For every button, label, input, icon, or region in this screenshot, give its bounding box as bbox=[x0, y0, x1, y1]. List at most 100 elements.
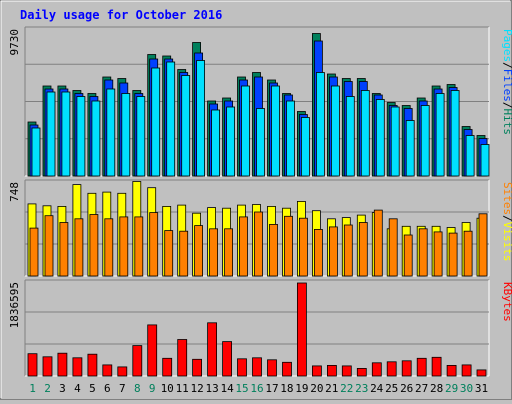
x-label-day-5: 5 bbox=[89, 382, 96, 395]
legend-hits-files-pages: Pages/Files/Hits bbox=[501, 29, 512, 135]
bar-kbytes-day-2 bbox=[42, 356, 53, 377]
bar-kbytes-day-27 bbox=[416, 357, 427, 377]
x-label-day-12: 12 bbox=[190, 382, 203, 395]
bar-sites-day-5 bbox=[89, 214, 99, 277]
legend-entry: Sites bbox=[501, 182, 512, 215]
bar-kbytes-day-10 bbox=[162, 357, 173, 377]
bar-kbytes-day-31 bbox=[476, 369, 487, 377]
x-label-day-9: 9 bbox=[149, 382, 156, 395]
bar-kbytes-day-20 bbox=[311, 365, 322, 377]
bar-kbytes-day-23 bbox=[356, 367, 367, 377]
bar-pages-day-25 bbox=[390, 106, 400, 177]
bar-kbytes-day-6 bbox=[102, 364, 113, 377]
bar-pages-day-23 bbox=[360, 90, 370, 177]
legend-entry: KBytes bbox=[501, 282, 512, 322]
x-label-day-16: 16 bbox=[250, 382, 263, 395]
bar-sites-day-13 bbox=[209, 228, 219, 277]
bar-sites-day-29 bbox=[448, 232, 458, 277]
chart-title: Daily usage for October 2016 bbox=[20, 8, 222, 22]
legend-entry: / bbox=[501, 102, 512, 109]
bar-sites-day-26 bbox=[403, 234, 413, 277]
bar-sites-day-31 bbox=[478, 213, 488, 277]
bar-sites-day-6 bbox=[104, 218, 114, 277]
bar-pages-day-5 bbox=[91, 100, 101, 177]
bar-pages-day-28 bbox=[435, 93, 445, 177]
chart-panels: 9730Pages/Files/Hits748Sites/Visits18365… bbox=[8, 26, 512, 377]
bar-sites-day-7 bbox=[119, 216, 129, 277]
x-label-day-26: 26 bbox=[400, 382, 413, 395]
bar-kbytes-day-12 bbox=[192, 358, 203, 377]
x-label-day-17: 17 bbox=[265, 382, 278, 395]
bar-kbytes-day-21 bbox=[326, 364, 337, 377]
bar-pages-day-6 bbox=[106, 88, 116, 177]
x-label-day-8: 8 bbox=[134, 382, 141, 395]
bar-pages-day-20 bbox=[315, 72, 325, 177]
bar-kbytes-day-17 bbox=[267, 359, 277, 377]
bar-kbytes-day-13 bbox=[207, 322, 218, 377]
bar-pages-day-31 bbox=[480, 144, 490, 177]
bar-pages-day-8 bbox=[136, 96, 146, 177]
bar-kbytes-day-15 bbox=[237, 358, 247, 377]
bar-sites-day-22 bbox=[343, 224, 353, 277]
bar-pages-day-27 bbox=[420, 105, 430, 177]
bar-pages-day-10 bbox=[166, 61, 176, 177]
x-label-day-19: 19 bbox=[295, 382, 308, 395]
bar-sites-day-28 bbox=[433, 231, 443, 277]
bar-kbytes-day-24 bbox=[371, 362, 382, 377]
y-max-label: 9730 bbox=[8, 29, 21, 56]
bar-kbytes-day-1 bbox=[27, 353, 38, 377]
bar-pages-day-19 bbox=[300, 117, 310, 177]
legend-entry: Hits bbox=[501, 109, 512, 136]
bar-kbytes-day-30 bbox=[461, 364, 472, 377]
bar-kbytes-day-4 bbox=[72, 357, 83, 377]
bar-pages-day-18 bbox=[286, 100, 295, 177]
x-label-day-29: 29 bbox=[445, 382, 458, 395]
bar-kbytes-day-8 bbox=[132, 345, 143, 377]
bar-kbytes-day-19 bbox=[296, 282, 307, 377]
x-label-day-20: 20 bbox=[310, 382, 323, 395]
bar-sites-day-16 bbox=[254, 211, 263, 277]
bar-kbytes-day-29 bbox=[446, 364, 457, 377]
x-label-day-18: 18 bbox=[280, 382, 293, 395]
x-label-day-2: 2 bbox=[44, 382, 51, 395]
bar-sites-day-11 bbox=[179, 230, 189, 277]
legend-entry: / bbox=[501, 215, 512, 222]
bar-pages-day-7 bbox=[121, 93, 131, 177]
x-label-day-13: 13 bbox=[205, 382, 218, 395]
bar-sites-day-3 bbox=[59, 222, 69, 277]
x-label-day-31: 31 bbox=[475, 382, 488, 395]
bar-pages-day-16 bbox=[256, 108, 265, 177]
bar-sites-day-27 bbox=[418, 228, 428, 277]
x-label-day-23: 23 bbox=[355, 382, 368, 395]
bar-pages-day-22 bbox=[345, 96, 355, 177]
bar-pages-day-26 bbox=[405, 120, 415, 177]
legend-entry: / bbox=[501, 62, 512, 69]
bar-kbytes-day-28 bbox=[431, 356, 442, 377]
bar-sites-day-15 bbox=[239, 216, 248, 277]
bar-kbytes-day-9 bbox=[147, 324, 158, 377]
bar-sites-day-23 bbox=[358, 222, 368, 277]
bar-sites-day-1 bbox=[29, 227, 39, 277]
x-axis-day-labels: 1 2 3 4 5 6 7 8 9 10 11 12 13 14 15 16 17 18 19 20 21 22 23 24 2… bbox=[29, 382, 488, 395]
bar-kbytes-day-26 bbox=[401, 360, 412, 377]
bar-kbytes-day-11 bbox=[177, 339, 188, 377]
legend-entry: Files bbox=[501, 69, 512, 102]
x-label-day-24: 24 bbox=[370, 382, 384, 395]
bar-sites-day-24 bbox=[373, 209, 383, 277]
bar-sites-day-4 bbox=[74, 218, 84, 277]
x-label-day-11: 11 bbox=[176, 382, 189, 395]
x-label-day-22: 22 bbox=[340, 382, 353, 395]
bar-kbytes-day-25 bbox=[386, 361, 397, 377]
legend-entry: Visits bbox=[501, 222, 512, 262]
bar-pages-day-14 bbox=[226, 106, 236, 177]
bar-pages-day-17 bbox=[271, 85, 280, 177]
bar-pages-day-30 bbox=[465, 135, 475, 177]
bar-pages-day-9 bbox=[151, 67, 161, 177]
x-label-day-4: 4 bbox=[74, 382, 81, 395]
x-label-day-28: 28 bbox=[430, 382, 443, 395]
bar-kbytes-day-7 bbox=[117, 366, 128, 377]
bar-sites-day-25 bbox=[388, 218, 398, 277]
bar-sites-day-21 bbox=[328, 226, 338, 277]
